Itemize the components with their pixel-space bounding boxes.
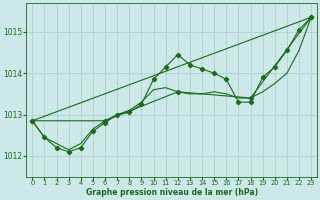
X-axis label: Graphe pression niveau de la mer (hPa): Graphe pression niveau de la mer (hPa)	[86, 188, 258, 197]
